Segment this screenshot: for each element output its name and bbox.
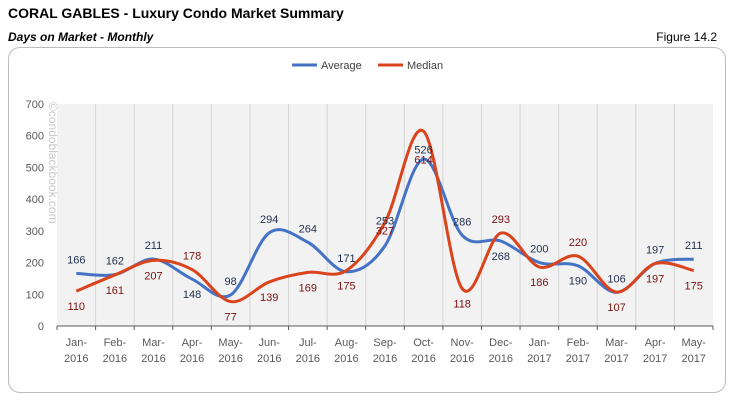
x-tick-label: 2017	[566, 353, 590, 365]
data-label-median: 197	[646, 274, 664, 286]
x-tick-label: May-	[218, 337, 243, 349]
x-tick-label: Jan-	[66, 337, 88, 349]
data-label-median: 207	[144, 270, 162, 282]
chart-subtitle: Days on Market - Monthly	[8, 30, 154, 44]
x-tick-label: 2016	[218, 353, 242, 365]
x-tick-label: 2017	[604, 353, 628, 365]
x-tick-label: Aug-	[335, 337, 359, 349]
y-tick-label: 500	[26, 162, 44, 174]
x-tick-label: 2016	[296, 353, 320, 365]
data-label-average: 162	[106, 256, 124, 268]
data-label-median: 186	[530, 277, 548, 289]
data-label-average: 190	[569, 276, 587, 288]
data-label-average: 106	[607, 273, 625, 285]
data-label-average: 286	[453, 216, 471, 228]
data-label-median: 614	[414, 154, 432, 166]
data-label-median: 175	[685, 281, 703, 293]
x-tick-label: 2016	[257, 353, 281, 365]
data-label-average: 197	[646, 245, 664, 257]
data-label-average: 211	[685, 240, 703, 252]
x-tick-label: 2016	[103, 353, 127, 365]
data-label-average: 166	[67, 254, 85, 266]
data-label-median: 169	[299, 282, 317, 294]
data-label-average: 211	[145, 240, 163, 252]
x-tick-label: 2016	[64, 353, 88, 365]
legend-label-average: Average	[321, 60, 362, 72]
data-label-median: 110	[68, 301, 86, 313]
watermark: ©condoblackbook.com	[46, 102, 60, 224]
x-tick-label: Dec-	[489, 337, 513, 349]
x-tick-label: Feb-	[567, 337, 590, 349]
x-tick-label: 2017	[527, 353, 551, 365]
data-label-average: 526	[414, 144, 432, 156]
data-label-median: 139	[260, 292, 278, 304]
x-tick-label: May-	[681, 337, 706, 349]
y-tick-label: 600	[26, 131, 44, 143]
data-label-median: 293	[492, 214, 510, 226]
x-tick-label: Mar-	[605, 337, 628, 349]
x-tick-label: 2016	[334, 353, 358, 365]
data-label-median: 118	[453, 299, 471, 311]
x-tick-label: Apr-	[182, 337, 203, 349]
x-tick-label: Apr-	[645, 337, 666, 349]
data-label-average: 264	[299, 223, 317, 235]
legend-label-median: Median	[407, 60, 443, 72]
data-label-median: 220	[569, 237, 587, 249]
data-label-average: 294	[260, 214, 278, 226]
data-label-median: 77	[225, 312, 237, 324]
x-tick-label: 2016	[180, 353, 204, 365]
data-label-median: 178	[183, 251, 201, 263]
series-line-average	[76, 157, 694, 299]
x-tick-label: 2016	[450, 353, 474, 365]
x-tick-label: Sep-	[373, 337, 397, 349]
data-label-median: 107	[607, 302, 625, 314]
x-tick-label: 2016	[411, 353, 435, 365]
x-tick-label: Mar-	[142, 337, 165, 349]
y-tick-label: 0	[38, 321, 44, 333]
data-label-average: 148	[183, 289, 201, 301]
x-tick-label: 2016	[489, 353, 513, 365]
plot-area	[57, 104, 713, 326]
x-tick-label: 2017	[643, 353, 667, 365]
y-tick-label: 700	[26, 99, 44, 111]
x-tick-label: Jun-	[259, 337, 281, 349]
x-tick-label: Jan-	[529, 337, 551, 349]
series-line-median	[75, 128, 695, 304]
data-label-average: 200	[530, 244, 548, 256]
x-tick-label: Nov-	[451, 337, 475, 349]
y-tick-label: 300	[26, 226, 44, 238]
data-label-median: 327	[376, 225, 394, 237]
data-label-average: 171	[337, 253, 355, 265]
x-tick-label: 2016	[373, 353, 397, 365]
chart-title: CORAL GABLES - Luxury Condo Market Summa…	[8, 5, 344, 21]
data-label-average: 253	[376, 215, 394, 227]
y-tick-label: 400	[26, 194, 44, 206]
y-tick-label: 100	[26, 289, 44, 301]
x-tick-label: 2016	[141, 353, 165, 365]
figure-number: Figure 14.2	[656, 30, 717, 44]
data-label-average: 268	[492, 251, 510, 263]
data-label-median: 161	[106, 285, 124, 297]
chart-frame	[8, 47, 726, 393]
y-tick-label: 200	[26, 258, 44, 270]
x-tick-label: Oct-	[413, 337, 434, 349]
x-tick-label: Feb-	[104, 337, 127, 349]
x-tick-label: 2017	[681, 353, 705, 365]
x-tick-label: Jul-	[299, 337, 317, 349]
data-label-average: 98	[225, 276, 237, 288]
data-label-median: 175	[337, 281, 355, 293]
